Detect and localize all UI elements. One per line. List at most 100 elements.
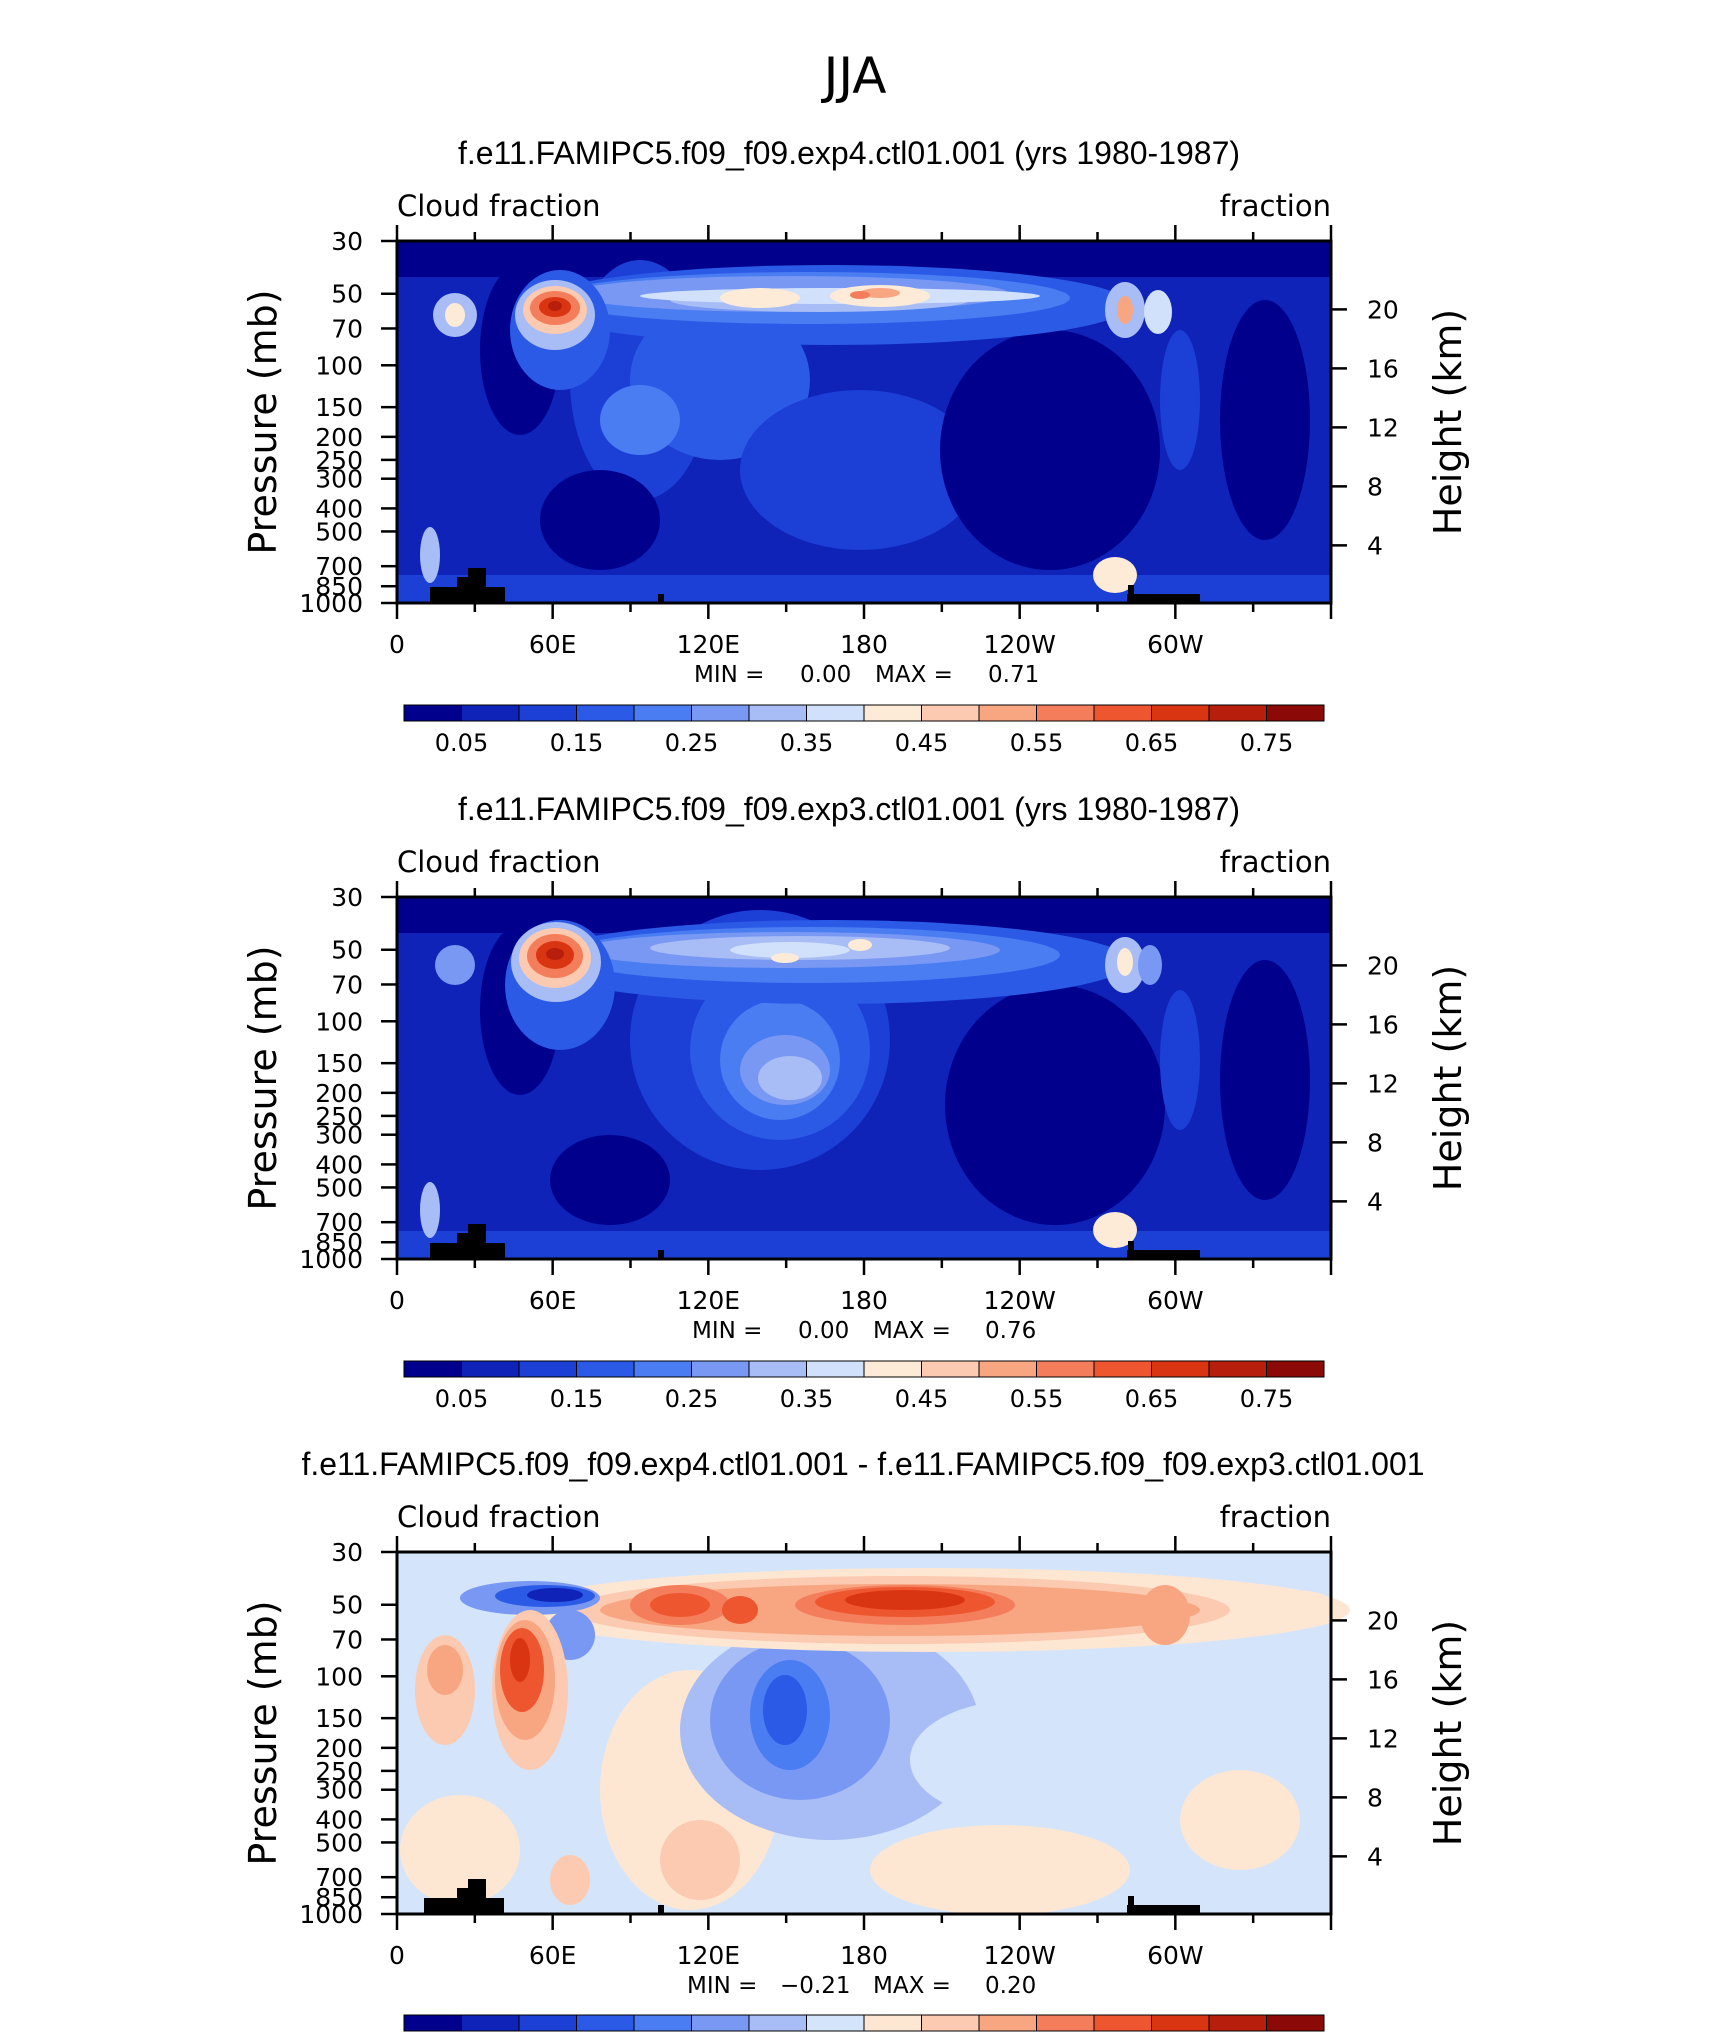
land-mask (430, 1224, 1200, 1259)
field-cell (527, 1588, 583, 1602)
max-value: 0.76 (985, 1318, 1036, 1344)
y-tick-label: 500 (315, 517, 363, 546)
colorbar-label: 0.15 (550, 1385, 603, 1413)
colorbar-label: 0.45 (895, 1385, 948, 1413)
colorbar-swatch (978, 2014, 1037, 2032)
land-block (658, 1250, 664, 1259)
y-axis-label: Pressure (mb) (241, 289, 285, 554)
field-cell (1117, 948, 1133, 976)
land-mask (424, 1879, 1200, 1914)
colorbar-swatch (461, 704, 520, 722)
y-tick-label: 300 (315, 465, 363, 494)
field-cell (771, 953, 799, 963)
left-corner-label: Cloud fraction (397, 845, 600, 879)
y-tick-label: 70 (331, 970, 363, 999)
y-tick-label: 300 (315, 1776, 363, 1805)
colorbar-label: 0.45 (895, 729, 948, 757)
y-tick-right-label: 16 (1367, 354, 1399, 383)
colorbar-label: 0.65 (1125, 729, 1178, 757)
colorbar-swatch (1151, 1360, 1210, 1378)
land-block (1128, 1896, 1134, 1914)
y-tick-label: 1000 (299, 1900, 363, 1929)
field-cell (1180, 1770, 1300, 1870)
panel-title: f.e11.FAMIPC5.f09_f09.exp4.ctl01.001 - f… (301, 1446, 1424, 1482)
colorbar-swatch (1151, 2014, 1210, 2032)
y-tick-label: 500 (315, 1828, 363, 1857)
colorbar-label: 0.25 (665, 729, 718, 757)
x-tick-label: 0 (389, 1286, 405, 1315)
y-tick-label: 50 (331, 280, 363, 309)
colorbar-swatch (518, 2014, 577, 2032)
max-value: 0.71 (988, 662, 1039, 688)
field-cell (600, 385, 680, 455)
field-cell (550, 1855, 590, 1905)
field-cell (1117, 296, 1133, 324)
colorbar-swatch (691, 1360, 750, 1378)
field-cell (1160, 990, 1200, 1130)
colorbar-swatch (863, 1360, 922, 1378)
colorbar: 0.05 0.15 0.25 0.35 0.45 0.55 0.65 0.75 (403, 1360, 1325, 1413)
y-tick-label: 100 (315, 1662, 363, 1691)
max-label: MAX = (873, 1318, 951, 1344)
y-tick-label: 150 (315, 393, 363, 422)
field-cell (660, 1820, 740, 1900)
x-tick-label: 180 (840, 1941, 888, 1970)
x-tick-label: 120W (983, 630, 1055, 659)
y-tick-right-label: 16 (1367, 1010, 1399, 1039)
x-tick-label: 120E (677, 630, 741, 659)
colorbar-swatch (633, 704, 692, 722)
field-cell (720, 288, 800, 308)
y-tick-right-label: 12 (1367, 1069, 1399, 1098)
field-cell (722, 1596, 758, 1624)
panel-exp4: f.e11.FAMIPC5.f09_f09.exp4.ctl01.001 (yr… (241, 135, 1470, 757)
right-corner-label: fraction (1220, 845, 1331, 879)
min-value: 0.00 (800, 662, 851, 688)
colorbar-swatch (748, 1360, 807, 1378)
min-label: MIN = (687, 1973, 757, 1999)
y-tick-label: 400 (315, 494, 363, 523)
y-tick-label: 200 (315, 1734, 363, 1763)
stats-line: MIN = 0.00 MAX = 0.71 (694, 662, 1039, 688)
min-label: MIN = (692, 1318, 762, 1344)
max-value: 0.20 (985, 1973, 1036, 1999)
colorbar-swatch (691, 704, 750, 722)
field-cell (740, 390, 980, 550)
plot-field (397, 1552, 1350, 1915)
y-tick-label: 400 (315, 1150, 363, 1179)
stats-line: MIN = −0.21 MAX = 0.20 (687, 1973, 1036, 1999)
colorbar-swatch (921, 1360, 980, 1378)
field-cell (650, 1593, 710, 1617)
x-tick-label: 120W (983, 1286, 1055, 1315)
colorbar-label: 0.75 (1240, 1385, 1293, 1413)
colorbar-swatch (748, 2014, 807, 2032)
y-tick-label: 70 (331, 1625, 363, 1654)
y-tick-label: 250 (315, 1102, 363, 1131)
colorbar-swatch (1036, 2014, 1095, 2032)
field-cell (550, 1135, 670, 1225)
y-tick-label: 850 (315, 1228, 363, 1257)
x-tick-label: 180 (840, 630, 888, 659)
colorbar-swatch (978, 704, 1037, 722)
y-tick-label: 200 (315, 423, 363, 452)
colorbar-swatch (461, 2014, 520, 2032)
colorbar-label: 0.05 (435, 1385, 488, 1413)
x-tick-label: 60W (1147, 630, 1204, 659)
colorbar-label: 0.05 (435, 729, 488, 757)
colorbar: 0.05 0.15 0.25 0.35 0.45 0.55 0.65 0.75 (403, 704, 1325, 757)
colorbar-swatch (978, 1360, 1037, 1378)
land-block (1127, 1905, 1200, 1914)
field-cell (445, 303, 465, 327)
field-cell (850, 291, 870, 299)
field-cell (546, 948, 564, 960)
colorbar-swatch (806, 704, 865, 722)
field-cell (1220, 300, 1310, 540)
colorbar-swatch (403, 704, 462, 722)
field-cell (420, 527, 440, 583)
y-tick-right-label: 8 (1367, 1783, 1383, 1812)
field-cell (427, 1645, 463, 1695)
y-tick-label: 700 (315, 552, 363, 581)
field-cell (1138, 945, 1162, 985)
colorbar-swatch (748, 704, 807, 722)
max-label: MAX = (875, 662, 953, 688)
